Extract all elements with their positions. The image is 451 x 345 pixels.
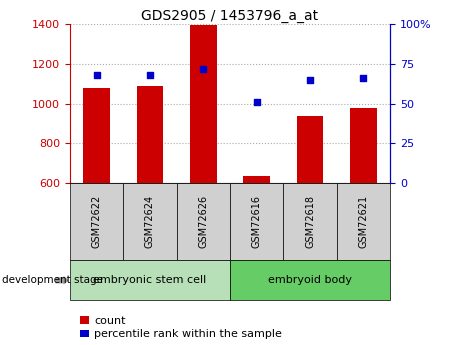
Text: development stage: development stage xyxy=(2,275,103,285)
Point xyxy=(93,72,100,78)
Bar xyxy=(297,116,323,183)
Legend: count, percentile rank within the sample: count, percentile rank within the sample xyxy=(80,316,282,339)
Point xyxy=(146,72,153,78)
Bar xyxy=(190,25,216,183)
Point xyxy=(360,75,367,81)
Text: GSM72621: GSM72621 xyxy=(359,195,368,248)
Text: GSM72626: GSM72626 xyxy=(198,195,208,248)
Text: embryoid body: embryoid body xyxy=(268,275,352,285)
Point xyxy=(200,66,207,71)
Bar xyxy=(83,88,110,183)
Bar xyxy=(244,176,270,183)
Title: GDS2905 / 1453796_a_at: GDS2905 / 1453796_a_at xyxy=(142,9,318,23)
Text: embryonic stem cell: embryonic stem cell xyxy=(93,275,207,285)
Text: GSM72616: GSM72616 xyxy=(252,195,262,248)
Bar xyxy=(137,86,163,183)
Text: GSM72624: GSM72624 xyxy=(145,195,155,248)
Point xyxy=(307,77,314,82)
Point xyxy=(253,99,260,105)
Text: GSM72622: GSM72622 xyxy=(92,195,101,248)
Text: GSM72618: GSM72618 xyxy=(305,195,315,248)
Bar xyxy=(350,108,377,183)
